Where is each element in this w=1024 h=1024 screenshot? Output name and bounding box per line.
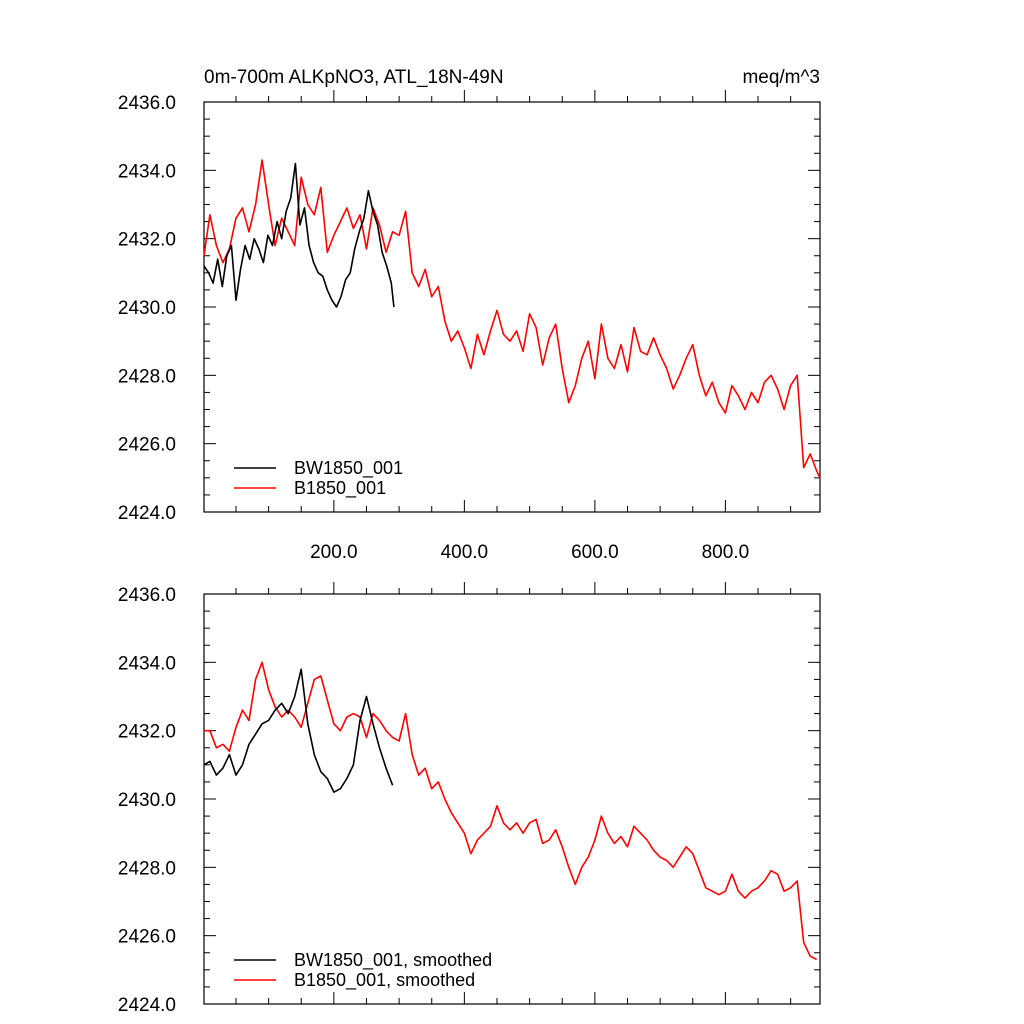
top-series-b1850-001 [203, 159, 821, 479]
top-ytick-label: 2434.0 [118, 161, 176, 182]
top-ytick-label: 2436.0 [118, 93, 176, 114]
bottom-ytick-label: 2424.0 [118, 995, 176, 1016]
top-legend-label: B1850_001 [294, 478, 386, 499]
top-ytick-label: 2424.0 [118, 503, 176, 524]
top-ytick-label: 2426.0 [118, 435, 176, 456]
figure-title: 0m-700m ALKpNO3, ATL_18N-49N [204, 67, 504, 88]
bottom-ytick-label: 2434.0 [118, 653, 176, 674]
bottom-series-b1850-001-smoothed [204, 661, 818, 961]
top-panel: 2424.0 2426.0 2428.0 2430.0 2432.0 2434.0 2436… [118, 90, 821, 563]
bottom-ytick-label: 2426.0 [118, 927, 176, 948]
top-legend-label: BW1850_001 [294, 458, 403, 479]
top-ytick-label: 2432.0 [118, 230, 176, 251]
bottom-series-bw1850-001-smoothed [203, 668, 394, 794]
bottom-ytick-label: 2436.0 [118, 585, 176, 606]
bottom-ytick-label: 2428.0 [118, 858, 176, 879]
bottom-legend-label: B1850_001, smoothed [294, 970, 475, 991]
top-xtick-label: 600.0 [571, 542, 619, 563]
bottom-ytick-label: 2430.0 [118, 790, 176, 811]
top-plot-frame [203, 101, 821, 513]
bottom-plot-frame [203, 593, 821, 1005]
top-xtick-label: 200.0 [310, 542, 358, 563]
top-series-bw1850-001 [203, 162, 395, 308]
top-ytick-label: 2428.0 [118, 366, 176, 387]
bottom-ytick-label: 2432.0 [118, 722, 176, 743]
top-xtick-label: 800.0 [702, 542, 750, 563]
units-label: meq/m^3 [742, 67, 820, 88]
top-ytick-label: 2430.0 [118, 298, 176, 319]
bottom-panel: 2424.0 2426.0 2428.0 2430.0 2432.0 2434.0 2436… [118, 582, 821, 1016]
bottom-legend-label: BW1850_001, smoothed [294, 950, 492, 971]
top-xtick-label: 400.0 [441, 542, 489, 563]
